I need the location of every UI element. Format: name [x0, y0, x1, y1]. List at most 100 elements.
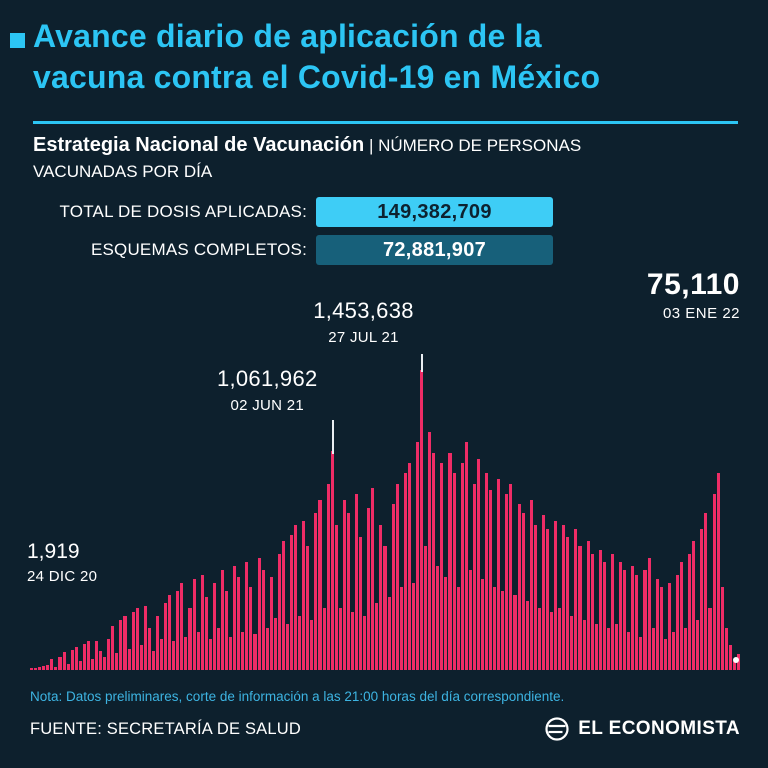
bar [318, 500, 322, 670]
bar [428, 432, 432, 670]
bar [241, 632, 245, 670]
bar [513, 595, 517, 670]
bar [424, 546, 428, 670]
bar [647, 558, 651, 670]
bar [119, 620, 123, 670]
bar [708, 608, 712, 670]
bar [675, 575, 679, 670]
bar [448, 453, 452, 670]
bar [436, 566, 440, 670]
bar [131, 612, 135, 670]
bar [615, 624, 619, 670]
bar [172, 641, 176, 670]
complete-schemes-badge: 72,881,907 [316, 235, 553, 265]
bar [456, 587, 460, 670]
bar [667, 583, 671, 670]
bar [70, 650, 74, 670]
bar [90, 659, 94, 670]
bar [107, 639, 111, 670]
bar [281, 541, 285, 670]
bar [610, 554, 614, 670]
bar [659, 587, 663, 670]
el-economista-icon [544, 716, 570, 742]
bar [586, 541, 590, 670]
bar [306, 546, 310, 670]
bar [180, 583, 184, 670]
bar [204, 597, 208, 670]
bar [712, 494, 716, 670]
bar [533, 525, 537, 670]
bar [164, 603, 168, 670]
bar [688, 554, 692, 670]
bar [517, 504, 521, 670]
annotation-line-jul-peak [421, 354, 424, 372]
bar [371, 488, 375, 670]
title-underline [33, 121, 738, 124]
annotation-line-jun-peak [332, 420, 335, 454]
bar [285, 624, 289, 670]
bar [444, 577, 448, 670]
bar [582, 620, 586, 670]
page-title-line2: vacuna contra el Covid-19 en México [33, 59, 601, 95]
bar [505, 494, 509, 670]
annotation-latest-value: 75,110 [646, 268, 740, 301]
bar [635, 575, 639, 670]
bar [168, 595, 172, 670]
bar [432, 453, 436, 670]
bar [143, 606, 147, 670]
bar [314, 513, 318, 670]
subtitle-line2: VACUNADAS POR DÍA [33, 162, 213, 181]
bar [460, 463, 464, 670]
annotation-jun-value: 1,061,962 [216, 366, 318, 391]
total-doses-row: TOTAL DE DOSIS APLICADAS: 149,382,709 [33, 197, 553, 227]
bar [147, 628, 151, 670]
bar [550, 612, 554, 670]
bar [452, 473, 456, 670]
bar [200, 575, 204, 670]
bar [497, 479, 501, 670]
bar [411, 583, 415, 670]
page-title-line1: Avance diario de aplicación de la [33, 18, 542, 54]
bar [736, 654, 740, 670]
bar [253, 634, 257, 670]
bar [66, 664, 70, 670]
bar [631, 566, 635, 670]
bar [245, 562, 249, 670]
total-doses-label: TOTAL DE DOSIS APLICADAS: [59, 202, 307, 221]
bar [562, 525, 566, 670]
bar [233, 566, 237, 670]
bar [468, 570, 472, 670]
bar [501, 591, 505, 670]
bar [294, 525, 298, 670]
annotation-jun-peak: 1,061,962 02 JUN 21 [177, 366, 357, 414]
bar [570, 616, 574, 670]
complete-schemes-row: ESQUEMAS COMPLETOS: 72,881,907 [33, 235, 553, 265]
bar [509, 484, 513, 670]
bar [420, 370, 424, 670]
bar [38, 667, 42, 670]
source-text: FUENTE: SECRETARÍA DE SALUD [30, 719, 301, 738]
bar [627, 632, 631, 670]
bar [115, 653, 119, 670]
bar [464, 442, 468, 670]
bar [728, 645, 732, 670]
bar [554, 521, 558, 670]
bar [42, 666, 46, 670]
bar [188, 608, 192, 670]
bar [623, 570, 627, 670]
bar [302, 521, 306, 670]
bar [606, 628, 610, 670]
bar [391, 504, 395, 670]
bar [265, 628, 269, 670]
bar [249, 587, 253, 670]
bar [578, 546, 582, 670]
bar [602, 562, 606, 670]
bar [724, 628, 728, 670]
latest-point-dot [733, 657, 739, 663]
annotation-start-date: 24 DIC 20 [27, 568, 98, 585]
bar [95, 641, 99, 670]
bar [330, 451, 334, 670]
bar [704, 513, 708, 670]
bar [639, 637, 643, 670]
bar [338, 608, 342, 670]
